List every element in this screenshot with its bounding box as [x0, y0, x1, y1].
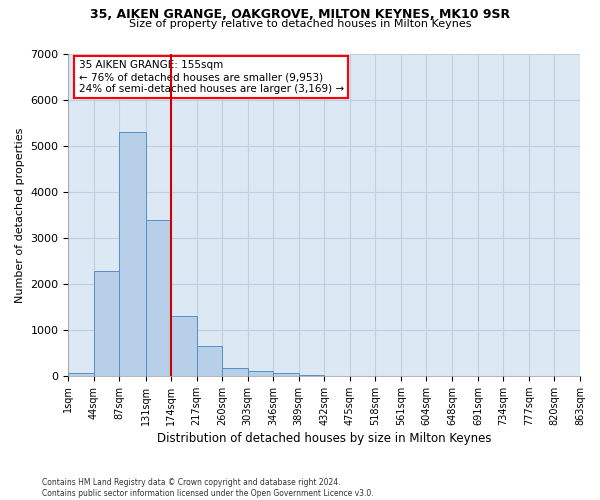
Bar [68, 374, 94, 376]
Text: 35, AIKEN GRANGE, OAKGROVE, MILTON KEYNES, MK10 9SR: 35, AIKEN GRANGE, OAKGROVE, MILTON KEYNE… [90, 8, 510, 20]
Text: Size of property relative to detached houses in Milton Keynes: Size of property relative to detached ho… [129, 19, 471, 29]
Bar [273, 374, 299, 376]
Bar [197, 346, 222, 376]
Bar [171, 316, 197, 376]
Y-axis label: Number of detached properties: Number of detached properties [15, 127, 25, 302]
Text: Contains HM Land Registry data © Crown copyright and database right 2024.
Contai: Contains HM Land Registry data © Crown c… [42, 478, 374, 498]
Text: 35 AIKEN GRANGE: 155sqm
← 76% of detached houses are smaller (9,953)
24% of semi: 35 AIKEN GRANGE: 155sqm ← 76% of detache… [79, 60, 344, 94]
Bar [222, 368, 248, 376]
X-axis label: Distribution of detached houses by size in Milton Keynes: Distribution of detached houses by size … [157, 432, 491, 445]
Bar [119, 132, 146, 376]
Bar [94, 272, 119, 376]
Bar [146, 220, 171, 376]
Bar [248, 371, 273, 376]
